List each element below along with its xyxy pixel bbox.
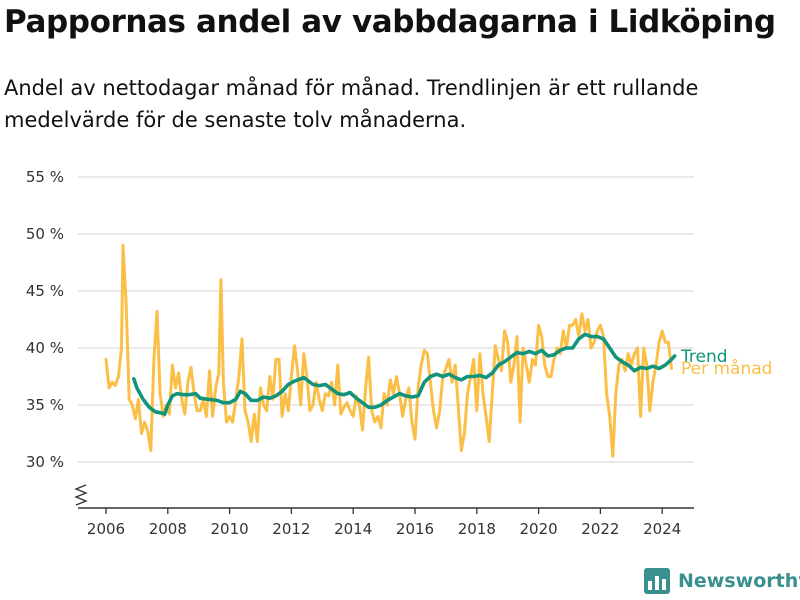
x-tick-label: 2014 bbox=[334, 520, 372, 538]
chart-title: Pappornas andel av vabbdagarna i Lidköpi… bbox=[4, 4, 776, 40]
series-lines bbox=[104, 243, 677, 458]
y-tick-label: 55 % bbox=[26, 168, 64, 186]
x-tick-label: 2012 bbox=[272, 520, 310, 538]
x-tick-label: 2018 bbox=[458, 520, 496, 538]
x-axis-ticks: 2006 2008 2010 2012 2014 2016 2018 2020 2022 2024 bbox=[87, 508, 681, 538]
chart-subtitle: Andel av nettodagar månad för månad. Tre… bbox=[4, 76, 699, 132]
legend-label-trend: Trend bbox=[680, 347, 728, 367]
y-tick-label: 35 % bbox=[26, 396, 64, 414]
brand-name: Newsworthy bbox=[678, 570, 800, 592]
series-line-trend bbox=[132, 332, 677, 416]
y-tick-label: 40 % bbox=[26, 339, 64, 357]
y-axis-ticks: 30 % 35 % 40 % 45 % 50 % 55 % bbox=[26, 168, 64, 471]
brand-logo[interactable]: Newsworthy bbox=[644, 568, 800, 594]
y-tick-label: 30 % bbox=[26, 453, 64, 471]
x-tick-label: 2022 bbox=[581, 520, 619, 538]
x-tick-label: 2024 bbox=[643, 520, 681, 538]
newsworthy-logo-icon bbox=[644, 568, 670, 594]
legend-label-per-manad: Per månad bbox=[681, 358, 772, 379]
x-tick-label: 2020 bbox=[520, 520, 558, 538]
x-tick-label: 2016 bbox=[396, 520, 434, 538]
grid-lines bbox=[78, 176, 694, 463]
x-tick-label: 2010 bbox=[211, 520, 249, 538]
x-tick-label: 2006 bbox=[87, 520, 125, 538]
y-tick-label: 45 % bbox=[26, 282, 64, 300]
axes bbox=[74, 484, 694, 509]
series-line-per-manad bbox=[104, 243, 673, 458]
x-tick-label: 2008 bbox=[149, 520, 187, 538]
y-tick-label: 50 % bbox=[26, 225, 64, 243]
axis-break-icon bbox=[74, 484, 88, 506]
